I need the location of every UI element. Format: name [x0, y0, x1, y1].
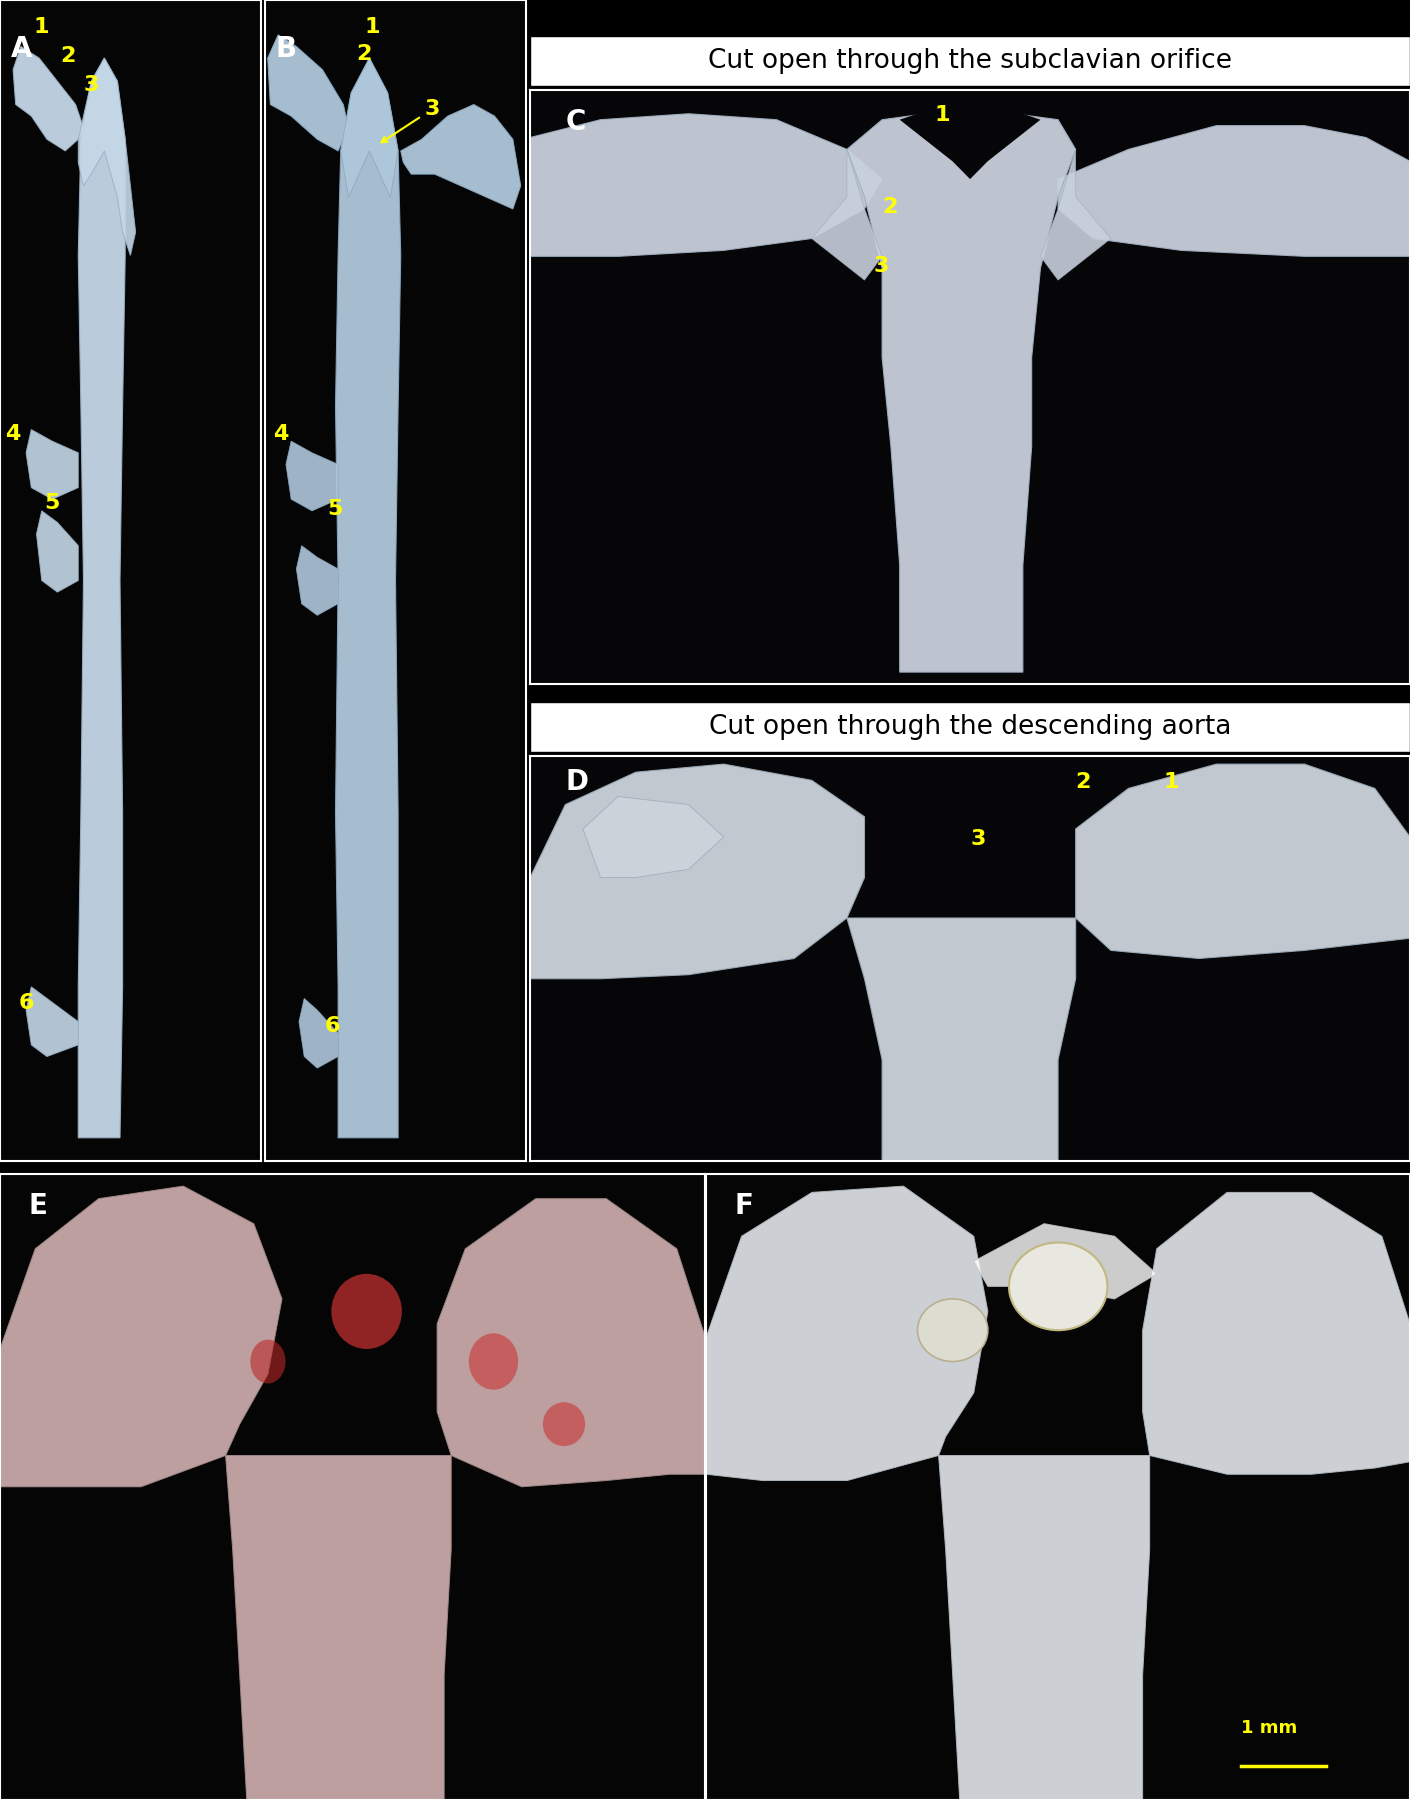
Polygon shape [582, 796, 723, 878]
Polygon shape [13, 47, 83, 151]
Text: E: E [28, 1192, 47, 1220]
Ellipse shape [251, 1339, 285, 1384]
Polygon shape [286, 441, 338, 511]
Polygon shape [336, 58, 400, 1138]
Ellipse shape [1010, 1242, 1107, 1330]
Text: 1: 1 [34, 18, 49, 38]
Polygon shape [847, 108, 1076, 671]
Polygon shape [400, 104, 520, 209]
Text: 3: 3 [873, 256, 888, 277]
Text: B: B [275, 34, 296, 63]
Polygon shape [268, 34, 348, 151]
Text: 1: 1 [1163, 772, 1179, 792]
Text: Cut open through the subclavian orifice: Cut open through the subclavian orifice [708, 49, 1232, 74]
Polygon shape [27, 430, 79, 499]
Text: 5: 5 [327, 499, 343, 518]
Text: F: F [735, 1192, 753, 1220]
Polygon shape [1142, 1192, 1410, 1474]
Text: A: A [10, 34, 32, 63]
Text: 6: 6 [18, 992, 34, 1013]
Ellipse shape [918, 1300, 988, 1361]
Polygon shape [1076, 763, 1410, 958]
Ellipse shape [331, 1274, 402, 1348]
Ellipse shape [468, 1334, 519, 1390]
Polygon shape [1041, 149, 1111, 281]
Polygon shape [1058, 126, 1410, 256]
Text: 3: 3 [83, 76, 99, 95]
Text: 3: 3 [424, 99, 440, 119]
Polygon shape [900, 103, 1041, 178]
Polygon shape [530, 113, 883, 256]
Text: 3: 3 [970, 828, 986, 850]
Polygon shape [939, 1456, 1149, 1800]
Text: 6: 6 [326, 1015, 341, 1035]
Polygon shape [530, 763, 864, 979]
Text: 4: 4 [274, 423, 288, 445]
Ellipse shape [543, 1402, 585, 1445]
Text: 2: 2 [883, 196, 898, 218]
Text: Cut open through the descending aorta: Cut open through the descending aorta [709, 715, 1231, 740]
Polygon shape [79, 58, 135, 256]
Polygon shape [296, 545, 338, 616]
Polygon shape [79, 58, 125, 1138]
Polygon shape [341, 58, 398, 198]
Polygon shape [0, 1186, 282, 1487]
Text: 2: 2 [61, 47, 75, 67]
Polygon shape [974, 1224, 1156, 1300]
Text: C: C [565, 108, 585, 135]
Text: 2: 2 [1076, 772, 1091, 792]
Polygon shape [226, 1456, 451, 1800]
Text: 1: 1 [935, 104, 950, 124]
Text: 1 mm: 1 mm [1241, 1719, 1297, 1737]
Polygon shape [847, 918, 1076, 1161]
Polygon shape [706, 1186, 988, 1481]
Polygon shape [299, 999, 338, 1067]
Polygon shape [812, 149, 883, 281]
Text: D: D [565, 769, 588, 796]
Polygon shape [27, 986, 79, 1057]
Polygon shape [37, 511, 79, 592]
Text: 4: 4 [6, 423, 21, 445]
Text: 5: 5 [44, 493, 59, 513]
Text: 1: 1 [364, 18, 379, 38]
Polygon shape [437, 1199, 705, 1487]
Text: 2: 2 [357, 45, 372, 65]
